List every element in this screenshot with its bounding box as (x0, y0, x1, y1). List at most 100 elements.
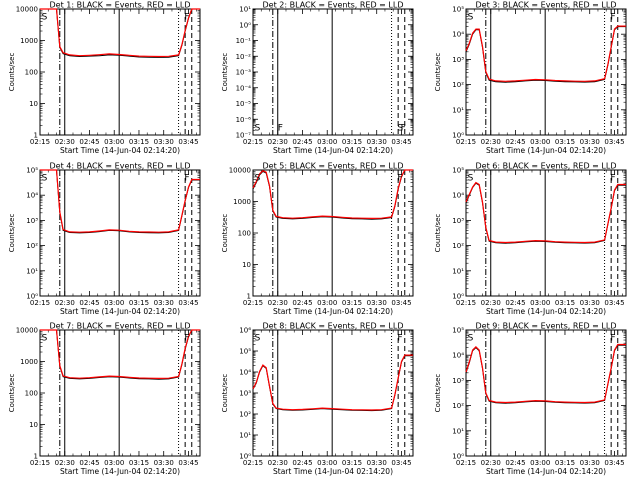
y-axis-label: Counts/sec (434, 53, 442, 92)
x-tick-label: 03:30 (154, 459, 174, 467)
x-axis-label: Start Time (14-Jun-04 02:14:20) (273, 307, 393, 316)
chart-panel-det-9: Det 9: BLACK = Events, RED = LLD 10⁰ 10¹ 10… (434, 322, 627, 476)
series-lld-line (252, 354, 413, 411)
x-axis-label: Start Time (14-Jun-04 02:14:20) (273, 467, 393, 476)
y-tick-label: 10 (29, 100, 38, 108)
y-axis-label: Counts/sec (434, 374, 442, 413)
series-events-line (40, 8, 200, 58)
y-tick-label: 10 (242, 261, 251, 269)
x-tick-label: 03:00 (317, 138, 337, 146)
x-tick-label: 03:00 (104, 138, 124, 146)
y-axis-label: Counts/sec (8, 374, 16, 413)
x-tick-label: 03:45 (391, 299, 411, 307)
y-axis-label: Counts/sec (8, 53, 16, 92)
x-tick-label: 03:00 (530, 299, 550, 307)
x-tick-label: 03:30 (367, 138, 387, 146)
y-axis-label: Counts/sec (221, 374, 229, 413)
x-tick-label: 03:15 (129, 459, 149, 467)
y-tick-label: 10000 (16, 6, 38, 14)
x-tick-label: 02:30 (481, 299, 501, 307)
x-tick-label: 03:45 (604, 459, 624, 467)
chart-panel-det-3: Det 3: BLACK = Events, RED = LLD 10⁰ 10¹ 10… (434, 1, 627, 155)
x-tick-label: 03:00 (530, 138, 550, 146)
x-tick-label: 03:15 (342, 138, 362, 146)
y-tick-label: 100 (25, 390, 38, 398)
y-tick-label: 10¹ (26, 267, 38, 275)
y-tick-label: 10⁵ (239, 348, 251, 356)
x-tick-label: 03:30 (580, 459, 600, 467)
marker-s: S (42, 174, 48, 184)
y-tick-label: 1 (247, 293, 251, 301)
marker-s: S (42, 13, 48, 23)
x-tick-label: 03:45 (178, 299, 198, 307)
series-lld-line (465, 181, 626, 244)
marker-s: S (42, 334, 48, 344)
y-axis-label: Counts/sec (221, 214, 229, 253)
y-tick-label: 10⁰ (239, 453, 251, 461)
chart-title: Det 5: BLACK = Events, RED = LLD (263, 162, 404, 171)
y-axis-label: Counts/sec (8, 214, 16, 253)
series-events-line (40, 329, 200, 380)
chart-panel-det-6: Det 6: BLACK = Events, RED = LLD 10⁰ 10¹ 10… (434, 162, 627, 316)
x-tick-label: 03:15 (129, 299, 149, 307)
x-tick-label: 03:45 (178, 138, 198, 146)
series-events-line (465, 182, 626, 244)
x-tick-label: 02:30 (481, 138, 501, 146)
y-tick-label: 10⁴ (452, 31, 464, 39)
x-tick-label: 02:45 (79, 459, 99, 467)
y-tick-label: 10² (26, 242, 38, 250)
chart-title: Det 7: BLACK = Events, RED = LLD (50, 322, 191, 331)
y-tick-label: 10³ (26, 217, 38, 225)
y-tick-label: 1000 (20, 358, 38, 366)
y-tick-label: 10³ (452, 217, 464, 225)
chart-panel-det-4: Det 4: BLACK = Events, RED = LLD 10⁰ 10¹ 10… (8, 162, 201, 316)
y-tick-label: 10² (452, 81, 464, 89)
x-tick-label: 02:45 (505, 459, 525, 467)
y-tick-label: 10⁰ (452, 132, 464, 140)
plot-frame (252, 329, 414, 457)
marker-s: S (468, 334, 474, 344)
y-tick-label: 10² (452, 242, 464, 250)
x-tick-label: 03:30 (367, 459, 387, 467)
chart-panel-det-8: Det 8: BLACK = Events, RED = LLD 10⁰ 10¹ 10… (221, 322, 414, 476)
chart-title: Det 4: BLACK = Events, RED = LLD (50, 162, 191, 171)
x-tick-label: 02:30 (55, 299, 75, 307)
x-tick-label: 02:30 (268, 138, 288, 146)
marker-f: F (397, 334, 402, 344)
y-tick-label: 10⁵ (452, 6, 464, 14)
chart-title: Det 8: BLACK = Events, RED = LLD (263, 322, 404, 331)
x-tick-label: 02:15 (30, 138, 50, 146)
plot-frame (465, 8, 627, 136)
y-tick-label: 10³ (452, 377, 464, 385)
y-tick-label: 100 (238, 230, 251, 238)
marker-f: F (397, 174, 402, 184)
y-tick-label: 1 (34, 132, 38, 140)
x-axis-label: Start Time (14-Jun-04 02:14:20) (486, 146, 606, 155)
x-tick-label: 02:45 (505, 299, 525, 307)
plot-frame (39, 329, 201, 457)
series-events-line (465, 26, 626, 83)
y-tick-label: 10⁵ (26, 167, 38, 175)
series-lld-line (252, 169, 413, 220)
chart-panel-det-2: Det 2: BLACK = Events, RED = LLD 10⁻⁷ 10⁻⁶… (221, 1, 414, 155)
y-tick-label: 1000 (233, 198, 251, 206)
y-axis-label: Counts/sec (221, 53, 229, 92)
y-tick-label: 10⁶ (239, 327, 251, 335)
y-tick-label: 10⁴ (452, 352, 464, 360)
y-tick-label: 10³ (452, 56, 464, 64)
y-tick-label: 10⁻⁵ (236, 100, 252, 108)
y-tick-label: 10¹ (452, 267, 464, 275)
marker-f: F (610, 13, 615, 23)
y-tick-label: 10000 (229, 167, 251, 175)
y-tick-label: 10¹ (452, 427, 464, 435)
marker-s: S (397, 123, 403, 133)
marker-s: S (255, 174, 261, 184)
series-lld-line (465, 25, 626, 82)
y-tick-label: 10000 (16, 327, 38, 335)
y-tick-label: 1000 (20, 37, 38, 45)
chart-title: Det 3: BLACK = Events, RED = LLD (476, 1, 617, 10)
y-tick-label: 10⁰ (239, 21, 251, 29)
y-tick-label: 10⁰ (26, 293, 38, 301)
x-tick-label: 02:30 (55, 138, 75, 146)
